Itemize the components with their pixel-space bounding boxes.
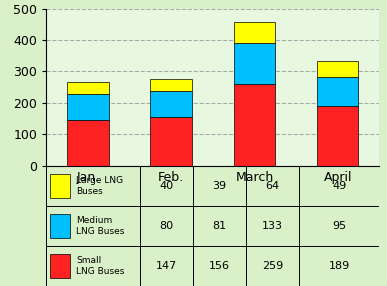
Text: 259: 259 (262, 261, 283, 271)
Text: 80: 80 (159, 221, 173, 231)
Text: Large LNG
Buses: Large LNG Buses (76, 176, 123, 196)
Bar (234, 22, 275, 43)
Text: 39: 39 (212, 181, 226, 191)
Text: 49: 49 (332, 181, 346, 191)
Text: 133: 133 (262, 221, 283, 231)
Bar (151, 91, 192, 117)
Bar (317, 77, 358, 106)
Text: 156: 156 (209, 261, 230, 271)
Text: 95: 95 (332, 221, 346, 231)
FancyBboxPatch shape (50, 214, 70, 238)
Bar (317, 61, 358, 77)
Text: 147: 147 (156, 261, 177, 271)
Bar (67, 82, 109, 94)
FancyBboxPatch shape (50, 174, 70, 198)
Bar (67, 94, 109, 120)
Bar (151, 117, 192, 166)
Bar (234, 84, 275, 166)
Bar (317, 106, 358, 166)
FancyBboxPatch shape (50, 254, 70, 278)
Bar (151, 79, 192, 91)
Bar (234, 43, 275, 84)
Text: 64: 64 (266, 181, 280, 191)
Text: 189: 189 (329, 261, 350, 271)
Text: Small
LNG Buses: Small LNG Buses (76, 256, 125, 276)
Text: 40: 40 (159, 181, 173, 191)
Text: 81: 81 (212, 221, 226, 231)
Bar (67, 120, 109, 166)
Text: Medium
LNG Buses: Medium LNG Buses (76, 216, 125, 236)
